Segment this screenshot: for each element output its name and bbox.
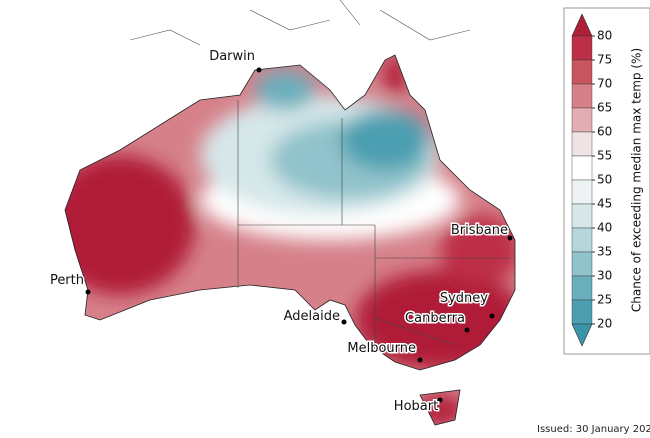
colorbar-bin (571, 155, 593, 181)
colorbar-bin (571, 179, 593, 205)
colorbar-bin (571, 251, 593, 277)
city-dot (489, 313, 495, 319)
city-label: Hobart (394, 399, 438, 414)
colorbar-tick-label: 45 (597, 197, 612, 211)
city-dot (417, 357, 423, 363)
coastline (64, 54, 516, 426)
colorbar-bin (571, 203, 593, 229)
islands (129, 0, 471, 46)
colorbar-bin (571, 299, 593, 325)
colorbar-tick-label: 55 (597, 149, 612, 163)
colorbar-tick-label: 40 (597, 221, 612, 235)
colorbar-tick-label: 65 (597, 101, 612, 115)
city-label: Canberra (405, 311, 465, 326)
colorbar-bin (571, 227, 593, 253)
colorbar-tick-label: 60 (597, 125, 612, 139)
colorbar-tick-label: 20 (597, 317, 612, 331)
colorbar-tick-label: 35 (597, 245, 612, 259)
city-dot (464, 327, 470, 333)
colorbar-bin (571, 107, 593, 133)
colorbar-tick-label: 25 (597, 293, 612, 307)
colorbar-tick-label: 50 (597, 173, 612, 187)
issued-date: Issued: 30 January 2025 (537, 424, 650, 435)
city-label: Adelaide (284, 309, 340, 324)
colorbar-tick-label: 30 (597, 269, 612, 283)
city-dot (507, 235, 513, 241)
colorbar-bin (571, 59, 593, 85)
city-dot (437, 397, 443, 403)
city-label: Sydney (440, 291, 488, 306)
colorbar-title: Chance of exceeding median max temp (%) (630, 48, 644, 312)
city-label: Perth (50, 273, 84, 288)
colorbar-bin (571, 35, 593, 61)
city-dot (85, 289, 91, 295)
colorbar-bin (571, 131, 593, 157)
city-label: Darwin (209, 49, 255, 64)
colorbar-bin (571, 83, 593, 109)
colorbar-bin (571, 275, 593, 301)
city-label: Brisbane (451, 223, 508, 238)
colorbar-tick-label: 70 (597, 77, 612, 91)
city-label: Melbourne (347, 341, 416, 356)
colorbar-bottom (571, 323, 593, 347)
state-borders (237, 100, 510, 346)
colorbar-tick-label: 80 (597, 29, 612, 43)
colorbar-tick-label: 75 (597, 53, 612, 67)
city-dot (341, 319, 347, 325)
city-dot (256, 67, 262, 73)
heatmap (65, 55, 515, 425)
